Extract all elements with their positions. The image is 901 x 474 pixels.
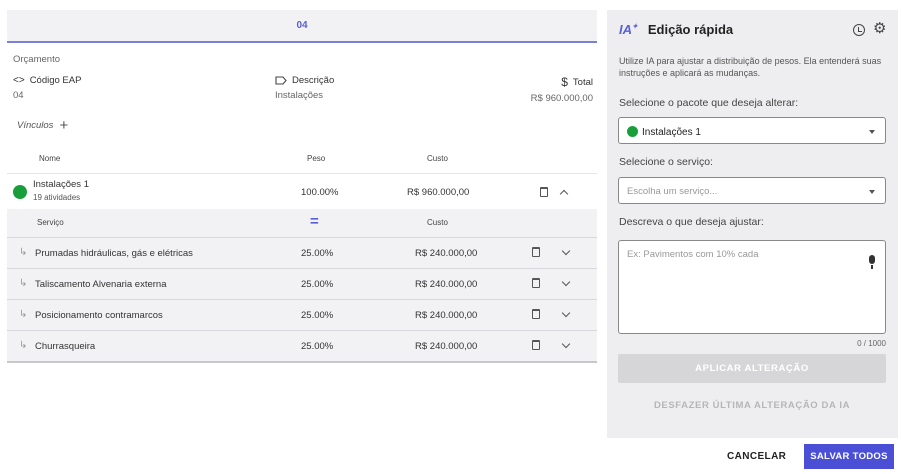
package-select[interactable]: Instalações 1 [618, 117, 886, 144]
package-cost: R$ 960.000,00 [407, 187, 470, 198]
description-value: Instalações [275, 90, 324, 101]
delete-service-icon[interactable] [532, 340, 540, 350]
history-icon[interactable] [853, 24, 865, 36]
package-name: Instalações 1 [33, 179, 89, 190]
table-bottom-divider [7, 361, 597, 363]
service-weight: 25.00% [301, 341, 334, 352]
prompt-label: Descreva o que deseja ajustar: [619, 216, 764, 228]
description-label: Descrição [292, 75, 335, 86]
add-link-icon[interactable]: + [59, 117, 69, 134]
total-label: Total [572, 76, 593, 88]
code-header: 04 [7, 10, 597, 43]
sub-arrow-icon: ↳ [19, 278, 28, 289]
delete-service-icon[interactable] [532, 247, 540, 257]
services-header: Serviço = Custo [7, 209, 597, 237]
sub-arrow-icon: ↳ [19, 340, 28, 351]
dollar-icon: $ [561, 75, 568, 89]
description-field: Descrição Instalações [275, 75, 334, 101]
total-field: $ Total R$ 960.000,00 [525, 75, 593, 104]
table-row[interactable]: ↳ Posicionamento contramarcos 25.00% R$ … [7, 299, 597, 330]
service-weight: 25.00% [301, 279, 334, 290]
save-all-button[interactable]: SALVAR TODOS [804, 444, 894, 469]
col-cost: Custo [427, 154, 448, 163]
code-icon: <> [13, 75, 25, 86]
equalize-weights-icon[interactable]: = [310, 213, 319, 230]
table-row[interactable]: ↳ Churrasqueira 25.00% R$ 240.000,00 [7, 330, 597, 361]
links-row: Vínculos + [17, 118, 68, 133]
service-name: Taliscamento Alvenaria externa [35, 279, 167, 290]
budget-section-label: Orçamento [13, 54, 60, 65]
service-cost: R$ 240.000,00 [415, 341, 478, 352]
table-row[interactable]: ↳ Prumadas hidráulicas, gás e elétricas … [7, 237, 597, 268]
ia-logo: IA✦ [619, 22, 638, 37]
delete-service-icon[interactable] [532, 309, 540, 319]
label-tag-icon [275, 76, 287, 85]
delete-service-icon[interactable] [532, 278, 540, 288]
service-select-placeholder: Escolha um serviço... [627, 186, 718, 197]
service-name: Posicionamento contramarcos [35, 310, 163, 321]
prompt-textarea[interactable]: Ex: Pavimentos com 10% cada [618, 240, 886, 334]
sub-arrow-icon: ↳ [19, 247, 28, 258]
expand-service-icon[interactable] [561, 308, 571, 318]
gear-icon[interactable]: ⚙ [873, 20, 887, 37]
expand-service-icon[interactable] [561, 277, 571, 287]
links-label: Vínculos [17, 120, 54, 131]
package-activities: 19 atividades [33, 193, 81, 202]
dropdown-caret-icon [869, 130, 875, 134]
col-service-cost: Custo [427, 218, 448, 227]
service-cost: R$ 240.000,00 [415, 279, 478, 290]
undo-ai-change-button[interactable]: DESFAZER ÚLTIMA ALTERAÇÃO DA IA [653, 399, 851, 411]
panel-description: Utilize IA para ajustar a distribuição d… [619, 56, 882, 78]
package-weight: 100.00% [301, 187, 339, 198]
service-weight: 25.00% [301, 310, 334, 321]
code-label: Código EAP [29, 75, 82, 86]
service-name: Prumadas hidráulicas, gás e elétricas [35, 248, 193, 259]
service-cost: R$ 240.000,00 [415, 310, 478, 321]
package-row[interactable]: Instalações 1 19 atividades 100.00% R$ 9… [7, 173, 597, 209]
table-row[interactable]: ↳ Taliscamento Alvenaria externa 25.00% … [7, 268, 597, 299]
collapse-package-icon[interactable] [559, 189, 569, 199]
total-value: R$ 960.000,00 [530, 93, 593, 104]
service-weight: 25.00% [301, 248, 334, 259]
cancel-button[interactable]: CANCELAR [727, 451, 787, 462]
table-header: Nome Peso Custo [7, 145, 597, 173]
col-name: Nome [39, 154, 61, 163]
header-code: 04 [296, 20, 308, 31]
expand-service-icon[interactable] [561, 339, 571, 349]
service-select-label: Selecione o serviço: [619, 156, 713, 168]
package-select-label: Selecione o pacote que deseja alterar: [619, 97, 799, 109]
code-value: 04 [13, 90, 24, 101]
col-service: Serviço [37, 218, 64, 227]
char-counter: 0 / 1000 [857, 339, 886, 348]
apply-change-button[interactable]: APLICAR ALTERAÇÃO [618, 354, 886, 383]
package-select-value: Instalações 1 [642, 127, 701, 138]
expand-service-icon[interactable] [561, 246, 571, 256]
service-name: Churrasqueira [35, 341, 96, 352]
service-cost: R$ 240.000,00 [415, 248, 478, 259]
microphone-icon[interactable] [869, 255, 875, 269]
package-color-dot [627, 126, 638, 137]
sub-arrow-icon: ↳ [19, 309, 28, 320]
panel-header: IA✦ Edição rápida [619, 22, 733, 37]
ai-quick-edit-panel: IA✦ Edição rápida ⚙ Utilize IA para ajus… [607, 10, 898, 438]
dropdown-caret-icon [869, 190, 875, 194]
delete-package-icon[interactable] [540, 187, 548, 197]
budget-editor: 04 Orçamento <> Código EAP 04 Descrição … [7, 10, 597, 363]
col-weight: Peso [307, 154, 326, 163]
panel-title: Edição rápida [647, 22, 734, 37]
package-status-dot [13, 185, 27, 199]
prompt-placeholder: Ex: Pavimentos com 10% cada [627, 249, 759, 260]
code-field: <> Código EAP 04 [13, 75, 81, 101]
service-select[interactable]: Escolha um serviço... [618, 177, 886, 204]
